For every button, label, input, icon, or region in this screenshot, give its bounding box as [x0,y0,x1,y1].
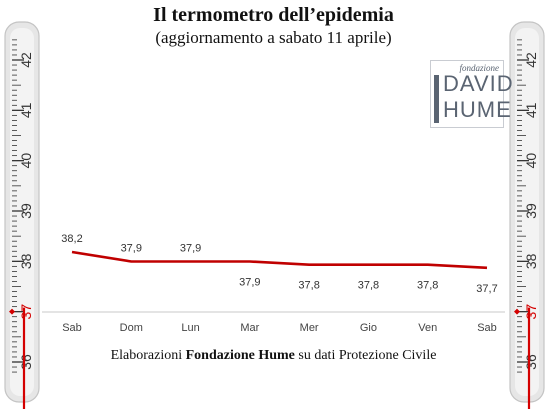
footer-prefix: Elaborazioni [110,348,186,363]
data-label: 37,9 [180,243,201,255]
fondazione-hume-logo: fondazione DAVID HUME [430,60,513,128]
thermometer-scale-label: 38 [523,253,539,269]
series-line [71,250,488,270]
thermometer-right: 36 37 38 39 40 41 42 [509,21,545,409]
data-label: 37,8 [417,280,438,292]
thermometer-scale-label: 40 [18,153,34,169]
thermometer-left: 36 37 38 39 40 41 42 [4,21,40,409]
thermometer-reading-marker [9,308,15,315]
x-tick-label: Mar [240,322,259,334]
thermometer-scale-label: 42 [18,52,34,68]
data-label: 37,9 [239,277,260,289]
x-tick-label: Ven [418,322,437,334]
x-tick-label: Sab [62,322,82,334]
data-label: 37,8 [298,280,319,292]
thermometer-reading-marker [514,308,520,315]
data-label: 37,8 [358,280,379,292]
thermometer-scale-label: 37 [523,304,539,320]
thermometer-scale-label: 37 [18,304,34,320]
chart-subtitle: (aggiornamento a sabato 11 aprile) [155,28,392,47]
thermometer-scale-label: 36 [18,354,34,370]
x-tick-label: Gio [360,322,377,334]
thermometer-scale-label: 41 [18,102,34,118]
thermometer-scale-label: 41 [523,102,539,118]
x-tick-label: Dom [120,322,143,334]
x-tick-label: Sab [477,322,497,334]
thermometer-scale-label: 39 [18,203,34,219]
chart-title: Il termometro dell’epidemia [153,4,394,26]
thermometer-scale-label: 38 [18,253,34,269]
thermometer-scale-label: 42 [523,52,539,68]
data-label: 37,7 [476,283,497,295]
x-tick-label: Lun [181,322,199,334]
logo-hume-text: HUME [443,97,512,122]
footer-suffix: su dati Protezione Civile [294,348,437,363]
thermometer-scale-label: 39 [523,203,539,219]
data-label: 38,2 [61,233,82,245]
logo-fondazione-text: fondazione [459,63,500,73]
chart-footer: Elaborazioni Fondazione Hume su dati Pro… [0,348,547,364]
logo-bar-icon [434,75,439,123]
thermometer-scale-label: 36 [523,354,539,370]
logo-david-text: DAVID [443,71,514,96]
data-label: 37,9 [121,243,142,255]
thermometer-scale-label: 40 [523,153,539,169]
x-tick-label: Mer [300,322,319,334]
footer-bold: Fondazione Hume [185,348,295,363]
